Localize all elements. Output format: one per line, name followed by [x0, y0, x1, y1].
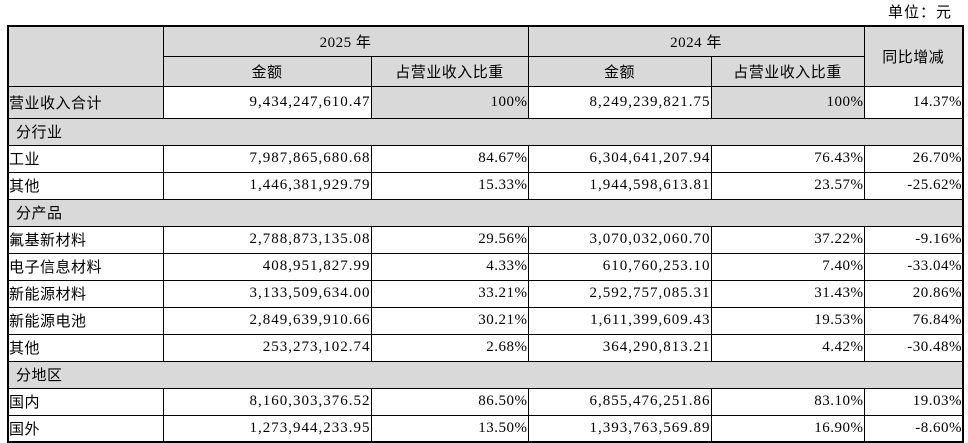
section-label: 分地区	[7, 360, 964, 389]
table-row-electronic-info-materials: 电子信息材料 408,951,827.99 4.33% 610,760,253.…	[7, 252, 964, 281]
cell-amount-2025: 1,273,944,233.95	[162, 414, 372, 443]
cell-share-2025: 33.21%	[370, 279, 529, 308]
cell-share-2025: 86.50%	[370, 387, 529, 416]
header-corner-cell	[7, 25, 164, 87]
cell-share-2024: 83.10%	[710, 387, 865, 416]
header-yoy: 同比增减	[863, 25, 964, 87]
header-row-years: 2025 年 2024 年 同比增减	[7, 25, 964, 87]
header-share-2025: 占营业收入比重	[370, 55, 529, 87]
cell-yoy: -8.60%	[863, 414, 964, 443]
cell-share-2024: 76.43%	[710, 144, 865, 173]
cell-label: 新能源材料	[7, 279, 164, 308]
cell-label: 新能源电池	[7, 306, 164, 335]
table-row-fluorine-materials: 氟基新材料 2,788,873,135.08 29.56% 3,070,032,…	[7, 225, 964, 254]
cell-label: 营业收入合计	[7, 85, 164, 119]
cell-amount-2025: 3,133,509,634.00	[162, 279, 372, 308]
table-row-total-revenue: 营业收入合计 9,434,247,610.47 100% 8,249,239,8…	[7, 85, 964, 119]
cell-yoy: 20.86%	[863, 279, 964, 308]
section-row-by-product: 分产品	[7, 198, 964, 227]
cell-amount-2025: 8,160,303,376.52	[162, 387, 372, 416]
cell-share-2024: 23.57%	[710, 171, 865, 200]
table-body: 营业收入合计 9,434,247,610.47 100% 8,249,239,8…	[7, 85, 964, 443]
table-row-product-other: 其他 253,273,102.74 2.68% 364,290,813.21 4…	[7, 333, 964, 362]
cell-amount-2024: 6,855,476,251.86	[527, 387, 712, 416]
header-year-2024: 2024 年	[527, 25, 865, 57]
cell-share-2024: 7.40%	[710, 252, 865, 281]
cell-label: 国内	[7, 387, 164, 416]
cell-amount-2025: 408,951,827.99	[162, 252, 372, 281]
cell-amount-2024: 1,944,598,613.81	[527, 171, 712, 200]
cell-share-2024: 4.42%	[710, 333, 865, 362]
cell-amount-2025: 9,434,247,610.47	[162, 85, 372, 119]
cell-share-2025: 4.33%	[370, 252, 529, 281]
cell-share-2025: 13.50%	[370, 414, 529, 443]
table-row-new-energy-materials: 新能源材料 3,133,509,634.00 33.21% 2,592,757,…	[7, 279, 964, 308]
cell-share-2025: 29.56%	[370, 225, 529, 254]
cell-amount-2025: 2,849,639,910.66	[162, 306, 372, 335]
cell-share-2025: 30.21%	[370, 306, 529, 335]
cell-label: 工业	[7, 144, 164, 173]
cell-amount-2024: 3,070,032,060.70	[527, 225, 712, 254]
cell-yoy: -9.16%	[863, 225, 964, 254]
header-amount-2024: 金额	[527, 55, 712, 87]
cell-share-2025: 2.68%	[370, 333, 529, 362]
cell-amount-2025: 7,987,865,680.68	[162, 144, 372, 173]
cell-amount-2024: 2,592,757,085.31	[527, 279, 712, 308]
header-amount-2025: 金额	[162, 55, 372, 87]
cell-amount-2024: 6,304,641,207.94	[527, 144, 712, 173]
cell-yoy: -25.62%	[863, 171, 964, 200]
section-label: 分行业	[7, 117, 964, 146]
cell-label: 氟基新材料	[7, 225, 164, 254]
header-share-2024: 占营业收入比重	[710, 55, 865, 87]
cell-share-2024: 37.22%	[710, 225, 865, 254]
cell-yoy: -30.48%	[863, 333, 964, 362]
header-year-2025: 2025 年	[162, 25, 529, 57]
cell-label: 其他	[7, 171, 164, 200]
cell-yoy: 76.84%	[863, 306, 964, 335]
table-row-domestic: 国内 8,160,303,376.52 86.50% 6,855,476,251…	[7, 387, 964, 416]
cell-amount-2025: 2,788,873,135.08	[162, 225, 372, 254]
cell-share-2025: 84.67%	[370, 144, 529, 173]
cell-label: 电子信息材料	[7, 252, 164, 281]
unit-label: 单位：元	[887, 5, 952, 21]
revenue-breakdown-table: 2025 年 2024 年 同比增减 金额 占营业收入比重 金额 占营业收入比重…	[7, 25, 965, 443]
cell-amount-2024: 8,249,239,821.75	[527, 85, 712, 119]
section-row-by-industry: 分行业	[7, 117, 964, 146]
cell-amount-2024: 1,611,399,609.43	[527, 306, 712, 335]
section-label: 分产品	[7, 198, 964, 227]
cell-yoy: 26.70%	[863, 144, 964, 173]
cell-label: 其他	[7, 333, 164, 362]
cell-amount-2024: 1,393,763,569.89	[527, 414, 712, 443]
cell-amount-2025: 1,446,381,929.79	[162, 171, 372, 200]
cell-yoy: 19.03%	[863, 387, 964, 416]
table-row-overseas: 国外 1,273,944,233.95 13.50% 1,393,763,569…	[7, 414, 964, 443]
cell-amount-2024: 364,290,813.21	[527, 333, 712, 362]
table-row-industry: 工业 7,987,865,680.68 84.67% 6,304,641,207…	[7, 144, 964, 173]
table-row-new-energy-batteries: 新能源电池 2,849,639,910.66 30.21% 1,611,399,…	[7, 306, 964, 335]
cell-label: 国外	[7, 414, 164, 443]
section-row-by-region: 分地区	[7, 360, 964, 389]
table-header: 2025 年 2024 年 同比增减 金额 占营业收入比重 金额 占营业收入比重	[7, 25, 964, 87]
cell-share-2025: 15.33%	[370, 171, 529, 200]
cell-amount-2025: 253,273,102.74	[162, 333, 372, 362]
cell-amount-2024: 610,760,253.10	[527, 252, 712, 281]
cell-share-2024: 19.53%	[710, 306, 865, 335]
cell-yoy: 14.37%	[863, 85, 964, 119]
cell-share-2024: 31.43%	[710, 279, 865, 308]
table-row-industry-other: 其他 1,446,381,929.79 15.33% 1,944,598,613…	[7, 171, 964, 200]
cell-yoy: -33.04%	[863, 252, 964, 281]
cell-share-2024: 16.90%	[710, 414, 865, 443]
cell-share-2024: 100%	[710, 85, 865, 119]
header-row-metrics: 金额 占营业收入比重 金额 占营业收入比重	[8, 55, 963, 87]
cell-share-2025: 100%	[370, 85, 529, 119]
